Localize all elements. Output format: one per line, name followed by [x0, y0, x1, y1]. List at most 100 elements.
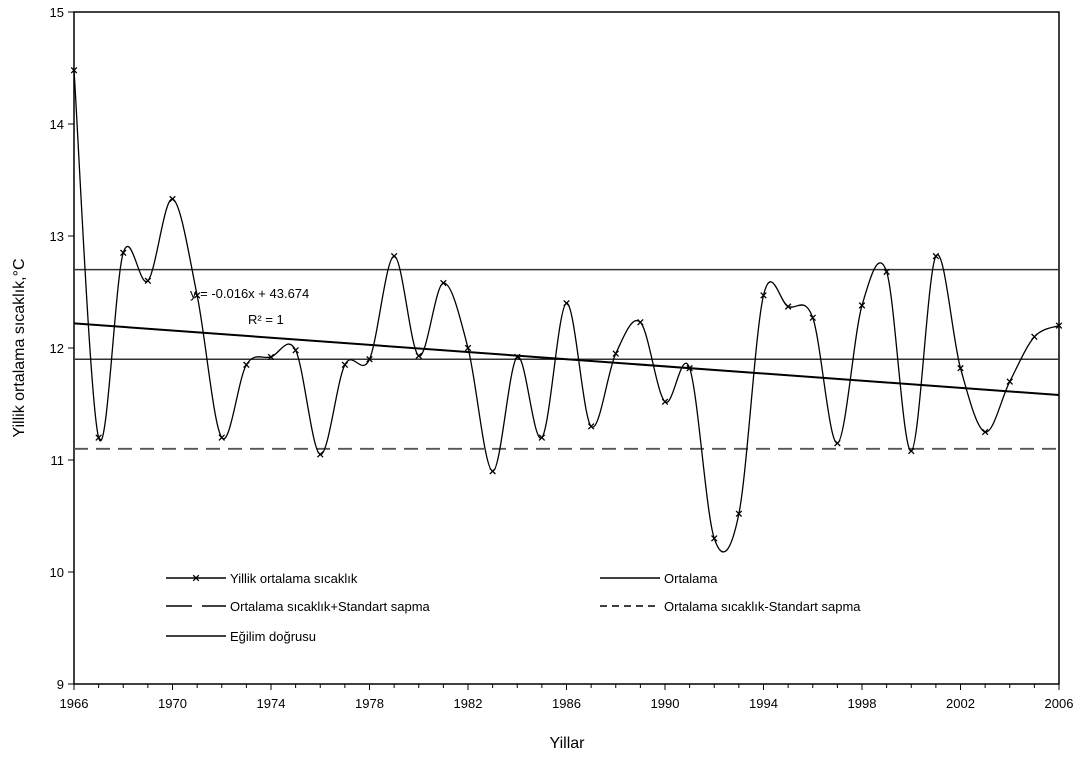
- data-point: [735, 510, 743, 518]
- point-marker-stroke: [144, 277, 152, 285]
- data-point: [957, 364, 964, 372]
- point-marker-stroke: [70, 66, 78, 74]
- data-point: [366, 355, 373, 363]
- y-tick-label: 13: [50, 229, 64, 244]
- point-marker-stroke: [784, 303, 792, 310]
- point-marker-stroke: [563, 299, 570, 307]
- point-marker-stroke: [834, 439, 841, 447]
- data-point: [784, 303, 792, 310]
- point-marker-stroke: [661, 398, 669, 406]
- legend-item: Ortalama sıcaklık-Standart sapma: [600, 599, 861, 614]
- point-marker-stroke: [883, 268, 890, 276]
- legend-label: Ortalama sıcaklık+Standart sapma: [230, 599, 431, 614]
- point-marker-stroke: [1031, 333, 1038, 341]
- x-tick-label: 2006: [1045, 696, 1074, 711]
- point-marker-stroke: [686, 364, 693, 372]
- x-tick-label: 1970: [158, 696, 187, 711]
- point-marker-stroke: [218, 434, 226, 441]
- legend-item: Eğilim doğrusu: [166, 629, 316, 644]
- point-marker-stroke: [957, 364, 964, 372]
- data-point: [464, 344, 472, 352]
- point-marker-stroke: [710, 535, 718, 542]
- data-point: [169, 195, 176, 203]
- data-point: [612, 350, 620, 357]
- data-point: [95, 434, 102, 441]
- data-point: [1055, 322, 1063, 329]
- y-tick-label: 11: [51, 453, 65, 468]
- point-marker-stroke: [243, 361, 250, 369]
- point-marker-stroke: [735, 510, 743, 518]
- x-tick-label: 2002: [946, 696, 975, 711]
- point-marker-stroke: [612, 350, 620, 357]
- data-point: [292, 346, 299, 354]
- point-marker-stroke: [760, 292, 767, 299]
- data-point: [686, 364, 693, 372]
- data-point: [316, 451, 324, 458]
- data-point: [637, 318, 644, 326]
- x-tick-label: 1978: [355, 696, 384, 711]
- data-point: [390, 252, 398, 260]
- data-point: [267, 353, 275, 361]
- data-point: [415, 352, 423, 360]
- point-marker-stroke: [415, 352, 423, 360]
- data-point: [858, 302, 866, 309]
- legend-label: Yillik ortalama sıcaklık: [230, 571, 358, 586]
- point-marker-stroke: [292, 346, 299, 354]
- data-point: [981, 428, 989, 436]
- point-marker-stroke: [169, 195, 176, 203]
- reference-lines: [73, 268, 1060, 450]
- x-tick-label: 1986: [552, 696, 581, 711]
- x-tick-label: 1982: [454, 696, 483, 711]
- y-tick-label: 14: [50, 117, 64, 132]
- data-point: [907, 447, 915, 455]
- point-marker-stroke: [1055, 322, 1063, 329]
- point-marker-stroke: [858, 302, 866, 309]
- plot-area: [73, 11, 1060, 685]
- point-marker-stroke: [366, 355, 373, 363]
- point-marker-stroke: [538, 434, 546, 441]
- data-point: [661, 398, 669, 406]
- point-marker-stroke: [1006, 378, 1014, 385]
- point-marker-stroke: [119, 249, 127, 257]
- x-tick-label: 1998: [848, 696, 877, 711]
- legend-label: Ortalama: [664, 571, 718, 586]
- data-point: [119, 249, 127, 257]
- point-marker-stroke: [587, 423, 595, 430]
- line-trend: [73, 322, 1060, 397]
- point-marker-stroke: [932, 252, 940, 260]
- data-point: [883, 268, 890, 276]
- data-point: [513, 353, 521, 361]
- x-tick-label: 1990: [651, 696, 680, 711]
- data-point: [70, 66, 78, 74]
- point-marker-stroke: [489, 467, 496, 475]
- x-tick-label: 1974: [257, 696, 286, 711]
- x-axis: 1966 1970 1974 1978 1982 1986 1990 1994 1998 2002…: [60, 684, 1074, 711]
- data-point: [587, 423, 595, 430]
- legend-label: Ortalama sıcaklık-Standart sapma: [664, 599, 861, 614]
- data-point: [760, 292, 767, 299]
- legend-item: Ortalama: [600, 571, 718, 586]
- data-point: [710, 535, 718, 542]
- trend-r2: R² = 1: [248, 312, 284, 327]
- point-marker-stroke: [341, 361, 349, 369]
- point-marker-stroke: [316, 451, 324, 458]
- data-point: [563, 299, 570, 307]
- legend-label: Eğilim doğrusu: [230, 629, 316, 644]
- point-marker-stroke: [193, 292, 201, 299]
- data-point: [341, 361, 349, 369]
- data-point: [1006, 378, 1014, 385]
- point-marker-stroke: [907, 447, 915, 455]
- data-point: [243, 361, 250, 369]
- legend-item: Ortalama sıcaklık+Standart sapma: [166, 599, 431, 614]
- point-marker-stroke: [809, 314, 817, 322]
- point-marker-stroke: [464, 344, 472, 352]
- y-axis: 9 10 11 12 13 14 15: [50, 5, 74, 692]
- data-point: [144, 277, 152, 285]
- data-point: [489, 467, 496, 475]
- y-axis-title: Yillik ortalama sıcaklık,°C: [11, 258, 28, 437]
- series-annual-temperature: [70, 66, 1063, 553]
- y-tick-label: 9: [57, 677, 64, 692]
- y-tick-label: 15: [50, 5, 64, 20]
- data-point: [809, 314, 817, 322]
